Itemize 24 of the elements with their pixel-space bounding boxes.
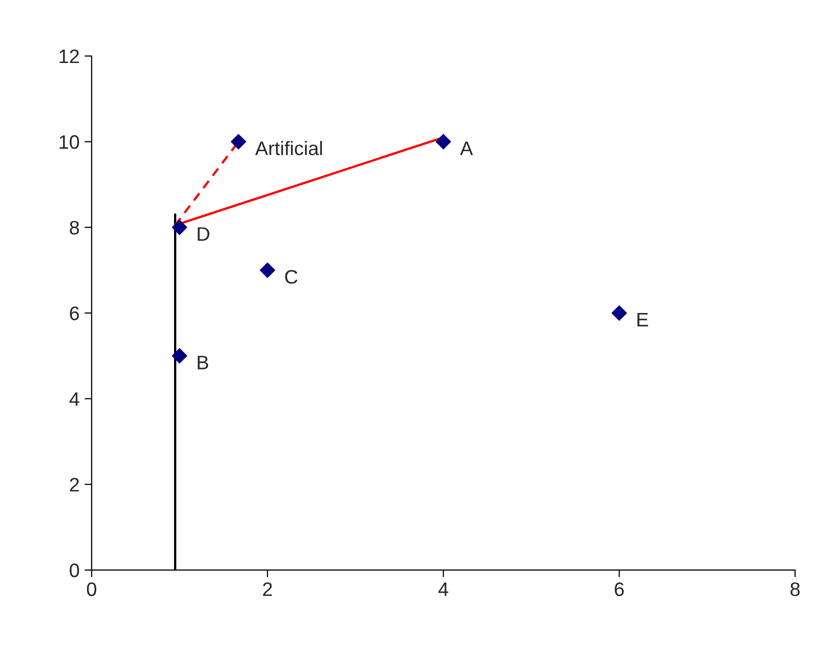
x-tick-label: 4 <box>438 582 448 596</box>
y-tick-label: 0 <box>70 564 80 578</box>
point <box>230 134 246 150</box>
annotation: E <box>637 313 648 326</box>
x-tick-label: 8 <box>790 582 800 596</box>
annotation: D <box>198 227 210 241</box>
annotation: C <box>285 270 298 284</box>
point <box>436 134 452 150</box>
point <box>612 305 627 321</box>
point <box>172 220 188 236</box>
annotation: B <box>198 356 208 370</box>
annotation: A <box>460 142 473 156</box>
y-tick-label: 10 <box>60 135 80 149</box>
x-tick-label: 6 <box>614 582 624 596</box>
y-tick-label: 2 <box>70 478 79 492</box>
point <box>172 348 188 364</box>
y-tick-label: 4 <box>69 392 80 406</box>
y-tick-label: 6 <box>70 306 79 320</box>
x-tick-label: 2 <box>263 582 272 596</box>
y-tick-label: 8 <box>70 220 79 235</box>
annotation: Artificial <box>255 140 322 156</box>
y-tick-label: 12 <box>60 49 79 64</box>
point <box>260 262 276 278</box>
x-tick-label: 0 <box>86 582 96 596</box>
